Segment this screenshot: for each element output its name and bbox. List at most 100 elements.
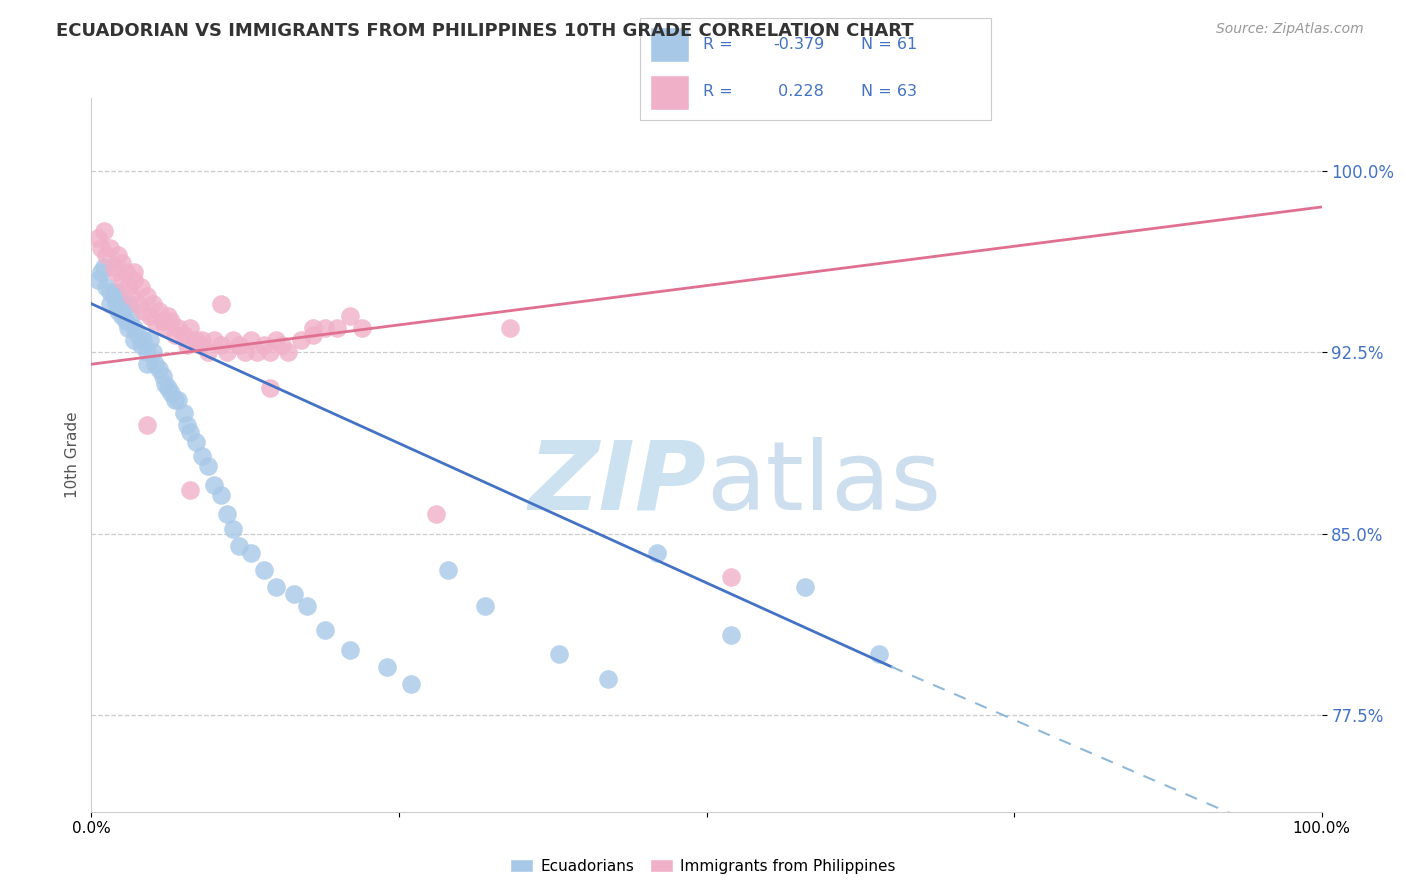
Point [240, 333, 263, 347]
Point [145, 357, 166, 371]
Point [301, 321, 323, 335]
Point [124, 272, 146, 286]
Point [228, 539, 250, 553]
Point [202, 478, 225, 492]
Point [222, 333, 245, 347]
Point [86, 272, 108, 286]
Point [120, 309, 142, 323]
Point [720, 628, 742, 642]
Point [105, 297, 127, 311]
Point [197, 345, 219, 359]
Text: -0.379: -0.379 [773, 37, 824, 52]
Point [117, 321, 139, 335]
Point [148, 304, 170, 318]
Point [117, 280, 139, 294]
Point [176, 338, 198, 352]
Point [117, 297, 139, 311]
Point [129, 280, 152, 294]
Point [86, 231, 108, 245]
Point [90, 265, 112, 279]
Point [179, 483, 201, 497]
Point [148, 362, 170, 376]
Text: atlas: atlas [706, 437, 942, 530]
Point [191, 449, 214, 463]
Point [127, 328, 149, 343]
Text: 0.228: 0.228 [773, 84, 824, 99]
Point [314, 624, 336, 638]
Point [98, 241, 121, 255]
Point [197, 458, 219, 473]
Point [222, 522, 245, 536]
Point [215, 345, 238, 359]
Point [135, 417, 157, 432]
Point [139, 333, 162, 347]
Point [107, 248, 129, 262]
Point [135, 289, 157, 303]
Point [163, 393, 186, 408]
Point [173, 406, 195, 420]
Point [96, 248, 117, 262]
Text: R =: R = [703, 37, 733, 52]
Point [720, 570, 742, 584]
Point [290, 333, 312, 347]
Point [425, 507, 447, 521]
Point [166, 321, 188, 335]
Point [156, 381, 179, 395]
Point [184, 333, 207, 347]
Point [184, 434, 207, 449]
Point [283, 587, 305, 601]
Point [132, 333, 155, 347]
Point [228, 338, 250, 352]
Point [209, 297, 232, 311]
Point [264, 333, 287, 347]
Point [277, 345, 299, 359]
Point [139, 309, 162, 323]
Point [98, 297, 121, 311]
Point [124, 321, 146, 335]
Point [240, 546, 263, 560]
Point [868, 648, 890, 662]
Text: ZIP: ZIP [529, 437, 706, 530]
Point [129, 338, 152, 352]
Point [264, 580, 287, 594]
Point [153, 321, 177, 335]
Point [209, 488, 232, 502]
Point [103, 289, 125, 303]
Point [259, 381, 281, 395]
Point [209, 338, 232, 352]
Point [160, 313, 183, 327]
Point [202, 333, 225, 347]
Point [90, 241, 112, 255]
Point [120, 289, 142, 303]
Point [145, 313, 166, 327]
Text: Source: ZipAtlas.com: Source: ZipAtlas.com [1216, 22, 1364, 37]
Point [253, 563, 276, 577]
Point [105, 265, 127, 279]
Point [295, 599, 318, 613]
Point [498, 321, 520, 335]
Point [111, 309, 134, 323]
Point [127, 297, 149, 311]
Point [246, 345, 269, 359]
Point [114, 265, 138, 279]
Point [547, 648, 569, 662]
Point [153, 376, 177, 391]
Point [103, 260, 125, 275]
Point [163, 328, 186, 343]
Point [152, 313, 174, 327]
Point [105, 285, 127, 299]
Point [259, 345, 281, 359]
Point [142, 345, 165, 359]
Text: N = 61: N = 61 [860, 37, 918, 52]
Point [793, 580, 815, 594]
Point [173, 328, 195, 343]
Point [596, 672, 619, 686]
Point [135, 357, 157, 371]
Point [437, 563, 460, 577]
Point [339, 642, 361, 657]
Point [107, 304, 129, 318]
Point [142, 297, 165, 311]
Point [96, 280, 117, 294]
Text: ECUADORIAN VS IMMIGRANTS FROM PHILIPPINES 10TH GRADE CORRELATION CHART: ECUADORIAN VS IMMIGRANTS FROM PHILIPPINE… [56, 22, 914, 40]
Point [124, 265, 146, 279]
